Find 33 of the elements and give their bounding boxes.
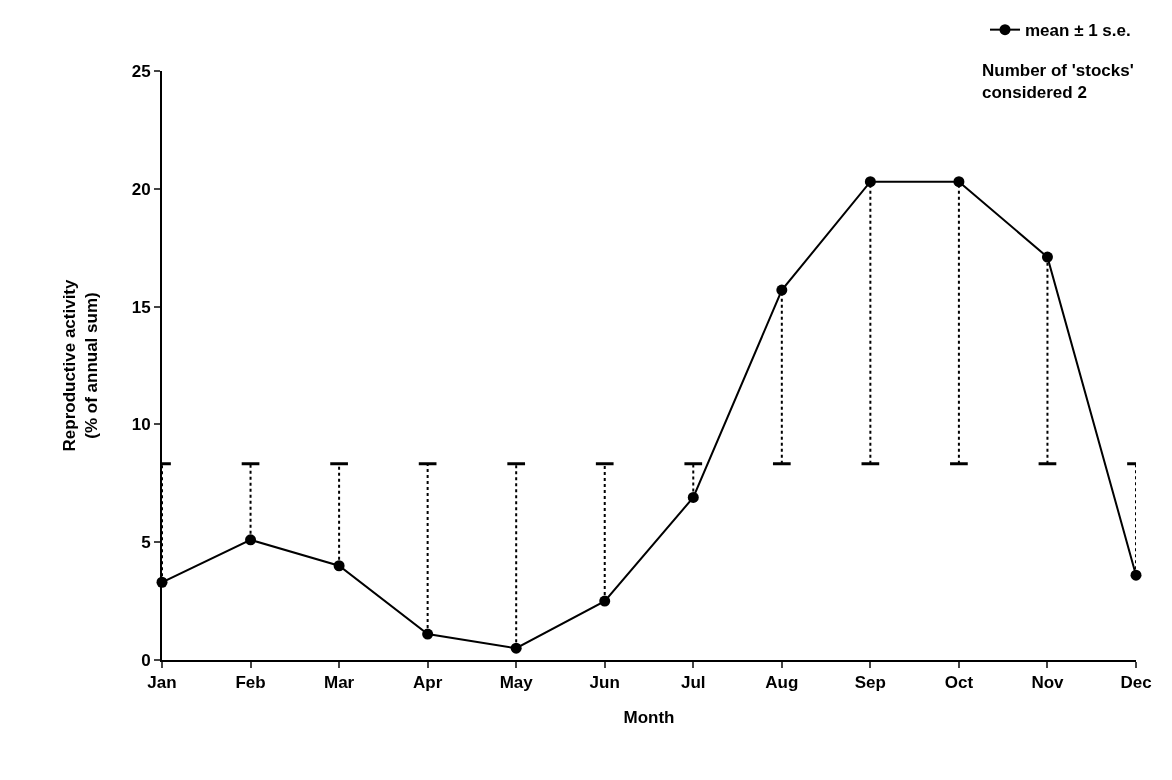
x-tick-label: Mar xyxy=(323,673,355,693)
point xyxy=(333,560,345,572)
point xyxy=(864,176,876,188)
x-axis-title: Month xyxy=(623,708,675,728)
point xyxy=(1130,569,1142,581)
legend-label: mean ± 1 s.e. xyxy=(1025,21,1131,41)
y-tick-label: 25 xyxy=(131,61,151,81)
annotation: Number of 'stocks' considered 2 xyxy=(982,61,1134,103)
x-tick-label: Feb xyxy=(235,673,266,693)
point xyxy=(422,628,434,640)
y-axis-title: Reproductive activity (% of annual sum) xyxy=(59,278,101,452)
x-tick-label: Oct xyxy=(944,673,974,693)
point xyxy=(776,284,788,296)
point xyxy=(953,176,965,188)
x-tick-label: Jul xyxy=(680,673,706,693)
x-tick-label: Dec xyxy=(1120,673,1152,693)
point xyxy=(599,595,611,607)
point xyxy=(510,642,522,654)
point xyxy=(245,534,257,546)
y-tick-label: 15 xyxy=(131,297,151,317)
point xyxy=(687,491,699,503)
y-tick-label: 20 xyxy=(131,179,151,199)
x-tick-label: Nov xyxy=(1031,673,1065,693)
x-tick-label: Sep xyxy=(854,673,886,693)
x-tick-label: Aug xyxy=(765,673,799,693)
point xyxy=(1041,251,1053,263)
x-tick-label: Apr xyxy=(413,673,443,693)
y-tick-label: 0 xyxy=(141,650,151,670)
y-tick-label: 10 xyxy=(131,415,151,435)
x-tick-label: May xyxy=(499,673,534,693)
x-tick-label: Jun xyxy=(589,673,620,693)
y-tick-label: 5 xyxy=(141,533,151,553)
x-tick-label: Jan xyxy=(147,673,177,693)
